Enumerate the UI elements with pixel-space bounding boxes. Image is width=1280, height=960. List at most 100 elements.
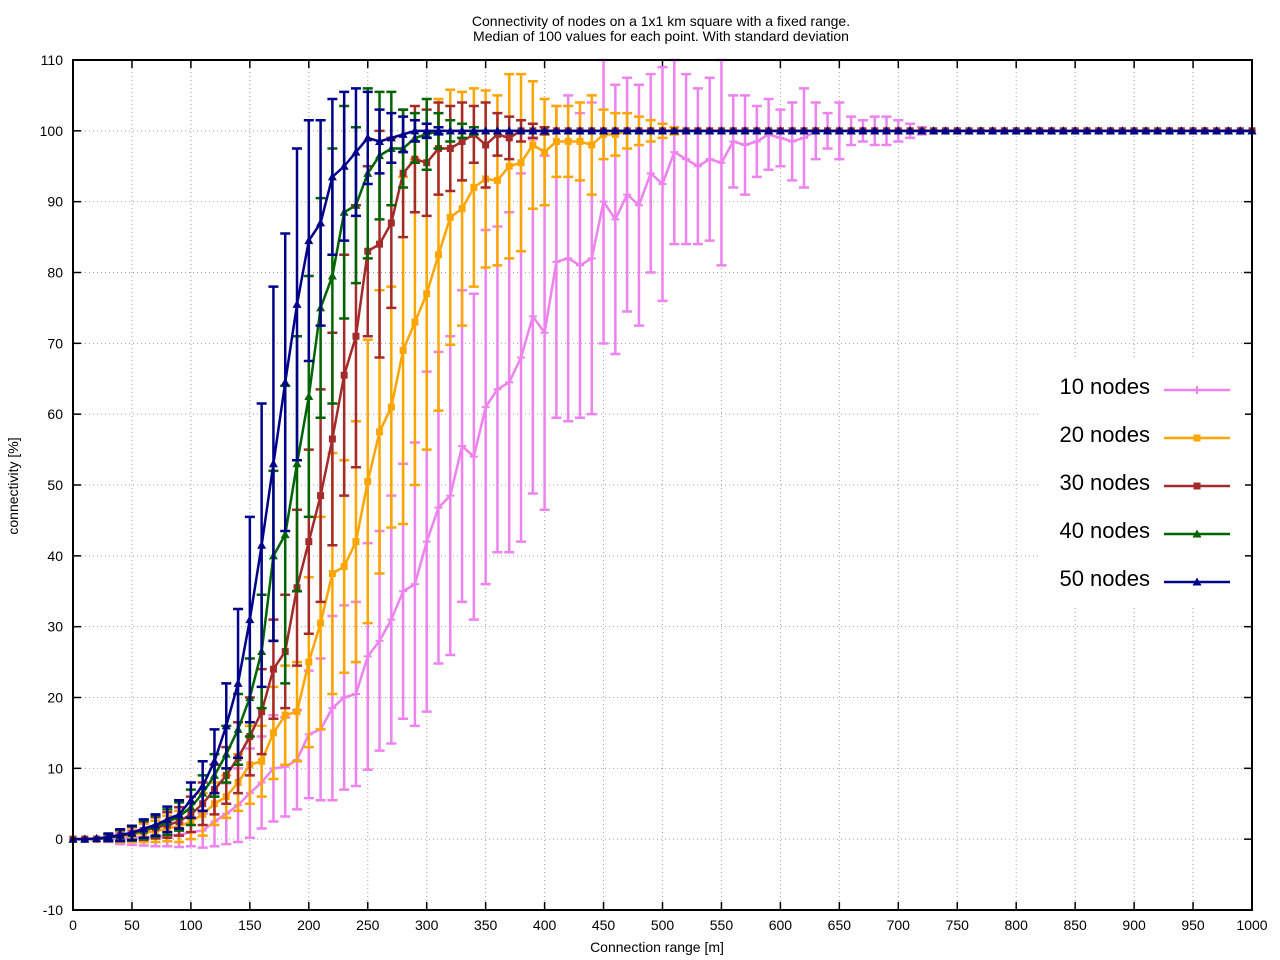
data-point	[564, 254, 573, 263]
data-point	[575, 261, 584, 270]
data-point	[740, 126, 750, 135]
data-point	[281, 711, 289, 719]
data-point	[327, 271, 337, 280]
data-point	[364, 477, 372, 485]
x-tick-label: 500	[651, 917, 675, 933]
data-point	[458, 442, 467, 451]
data-point	[870, 126, 880, 135]
data-point	[1200, 126, 1210, 135]
data-point	[233, 678, 243, 687]
data-point	[517, 159, 525, 167]
data-point	[776, 133, 785, 142]
legend-swatch-marker	[1193, 386, 1201, 394]
data-point	[528, 126, 538, 135]
y-tick-label: 50	[47, 477, 63, 493]
data-point	[258, 708, 266, 716]
data-point	[434, 503, 443, 512]
legend-label: 20 nodes	[1059, 422, 1150, 447]
legend-swatch-marker	[1193, 434, 1201, 442]
data-point	[634, 201, 643, 210]
data-point	[716, 126, 726, 135]
y-tick-label: 0	[55, 831, 63, 847]
data-point	[482, 141, 490, 149]
data-point	[505, 378, 514, 387]
data-point	[588, 141, 596, 149]
data-point	[352, 538, 360, 546]
data-point	[1058, 126, 1068, 135]
x-tick-label: 800	[1005, 917, 1029, 933]
data-point	[775, 126, 785, 135]
data-point	[587, 126, 597, 135]
data-point	[351, 689, 360, 698]
plot-frame	[72, 59, 1253, 911]
data-point	[481, 126, 491, 135]
data-point	[387, 615, 396, 624]
data-point	[174, 809, 184, 818]
data-point	[245, 615, 255, 624]
data-point	[1176, 126, 1186, 135]
data-point	[386, 133, 396, 142]
y-tick-label: 60	[47, 406, 63, 422]
data-point	[269, 665, 277, 673]
x-tick-label: 100	[179, 917, 203, 933]
data-point	[115, 830, 125, 839]
data-point	[316, 218, 326, 227]
data-point	[929, 126, 939, 135]
data-point	[1212, 126, 1222, 135]
data-point	[186, 795, 196, 804]
y-tick-label: 70	[47, 335, 63, 351]
data-point	[611, 130, 619, 138]
data-point	[446, 145, 454, 153]
data-point	[658, 179, 667, 188]
data-point	[258, 757, 266, 765]
data-point	[799, 126, 809, 135]
y-tick-label: -10	[43, 902, 63, 918]
x-tick-label: 0	[69, 917, 77, 933]
legend-label: 50 nodes	[1059, 566, 1150, 591]
data-point	[846, 126, 856, 135]
y-tick-label: 80	[47, 265, 63, 281]
data-point	[327, 172, 337, 181]
data-point	[540, 126, 550, 135]
data-point	[92, 833, 102, 842]
data-point	[811, 126, 821, 135]
data-point	[422, 126, 432, 135]
data-point	[646, 126, 656, 135]
data-point	[893, 126, 903, 135]
data-point	[198, 781, 208, 790]
data-point	[127, 828, 137, 837]
data-point	[340, 371, 348, 379]
data-point	[399, 346, 407, 354]
y-tick-label: 100	[40, 123, 64, 139]
data-point	[481, 403, 490, 412]
data-point	[681, 126, 691, 135]
data-point	[375, 136, 385, 145]
data-point	[988, 126, 998, 135]
data-point	[705, 126, 715, 135]
x-tick-label: 850	[1063, 917, 1087, 933]
data-point	[328, 704, 337, 713]
data-point	[705, 155, 714, 164]
data-point	[434, 251, 442, 259]
data-point	[741, 141, 750, 149]
data-point	[292, 299, 302, 308]
data-point	[623, 190, 632, 199]
data-point	[516, 126, 526, 135]
data-point	[151, 820, 161, 829]
data-point	[693, 126, 703, 135]
data-point	[1094, 126, 1104, 135]
data-point	[1117, 126, 1127, 135]
data-point	[682, 155, 691, 164]
data-point	[1141, 126, 1151, 135]
x-tick-label: 900	[1122, 917, 1146, 933]
data-point	[340, 562, 348, 570]
data-point	[399, 587, 408, 596]
y-axis-label: connectivity [%]	[5, 437, 21, 534]
data-point	[398, 129, 408, 138]
data-point	[610, 126, 620, 135]
data-point	[410, 580, 419, 589]
data-point	[470, 184, 478, 191]
data-point	[634, 126, 644, 135]
data-point	[340, 693, 349, 702]
x-tick-label: 700	[887, 917, 911, 933]
